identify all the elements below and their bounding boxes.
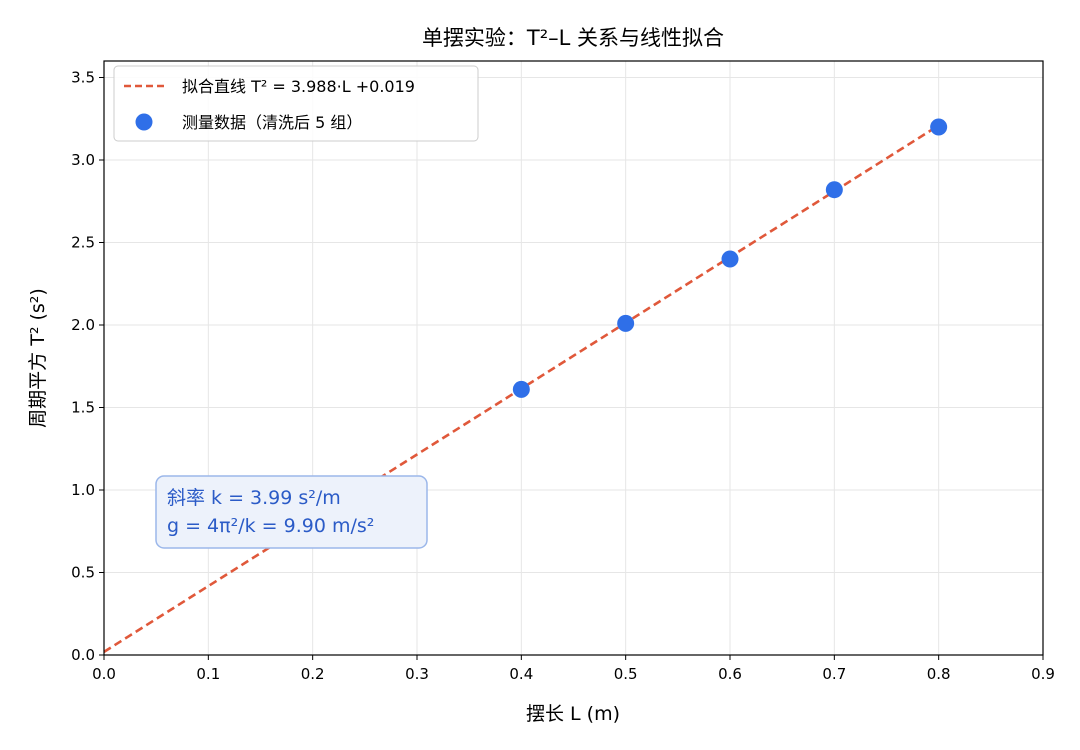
data-point xyxy=(825,181,843,199)
annotation-g-text: g = 4π²/k = 9.90 m/s² xyxy=(167,515,374,537)
y-tick-label: 2.0 xyxy=(71,316,95,334)
annotation-background xyxy=(155,475,428,549)
data-point xyxy=(930,118,948,136)
x-tick-label: 0.9 xyxy=(1031,665,1055,683)
x-tick-label: 0.2 xyxy=(301,665,325,683)
y-tick-label: 2.5 xyxy=(71,234,95,252)
y-tick-label: 3.0 xyxy=(71,151,95,169)
x-tick-label: 0.6 xyxy=(718,665,742,683)
x-tick-label: 0.8 xyxy=(927,665,951,683)
x-tick-label: 0.3 xyxy=(405,665,429,683)
legend: 拟合直线 T² = 3.988·L +0.019 测量数据（清洗后 5 组） xyxy=(113,65,479,142)
data-point xyxy=(721,250,739,268)
x-tick-label: 0.4 xyxy=(509,665,533,683)
y-axis-label: 周期平方 T² (s²) xyxy=(27,288,49,428)
x-tick-label: 0.1 xyxy=(196,665,220,683)
chart-title: 单摆实验：T²–L 关系与线性拟合 xyxy=(422,26,724,50)
x-axis-label: 摆长 L (m) xyxy=(526,703,620,725)
legend-marker-swatch xyxy=(135,113,153,131)
points-layer xyxy=(512,118,948,398)
data-point xyxy=(512,380,530,398)
x-tick-label: 0.7 xyxy=(822,665,846,683)
legend-label-measured-data: 测量数据（清洗后 5 组） xyxy=(182,113,362,132)
y-axis: 0.0 0.5 1.0 1.5 2.0 2.5 3.0 3.5 xyxy=(71,69,104,664)
annotation-slope-text: 斜率 k = 3.99 s²/m xyxy=(167,487,341,509)
x-tick-label: 0.0 xyxy=(92,665,116,683)
legend-label-fit-line: 拟合直线 T² = 3.988·L +0.019 xyxy=(182,77,415,96)
annotation-box: 斜率 k = 3.99 s²/m g = 4π²/k = 9.90 m/s² xyxy=(155,475,428,549)
y-tick-label: 3.5 xyxy=(71,69,95,87)
x-tick-label: 0.5 xyxy=(614,665,638,683)
data-point xyxy=(617,314,635,332)
y-tick-label: 0.0 xyxy=(71,646,95,664)
plot-frame xyxy=(103,60,1044,656)
legend-box xyxy=(113,65,479,142)
x-axis: 0.0 0.1 0.2 0.3 0.4 0.5 0.6 0.7 0.8 0.9 xyxy=(92,655,1055,683)
y-tick-label: 1.0 xyxy=(71,481,95,499)
y-tick-label: 0.5 xyxy=(71,564,95,582)
y-tick-label: 1.5 xyxy=(71,399,95,417)
